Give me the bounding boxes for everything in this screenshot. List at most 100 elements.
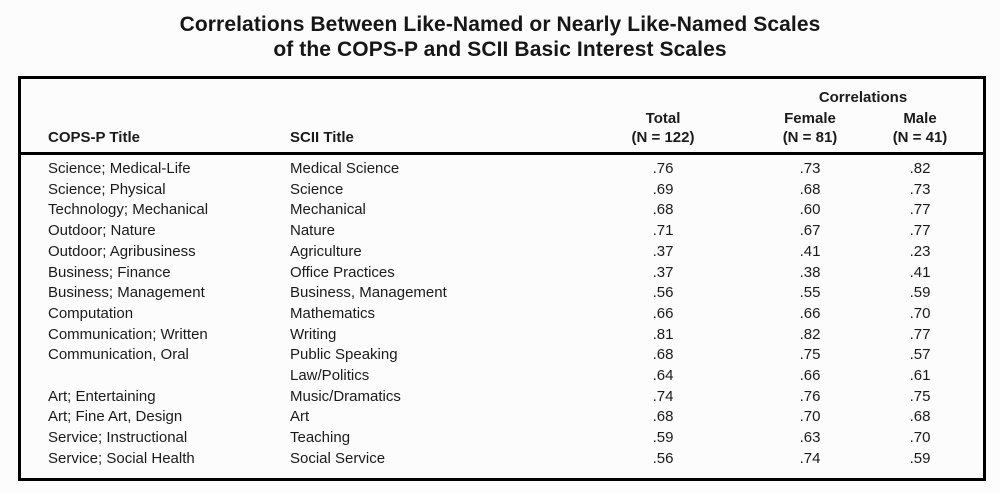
cell-male-correlation: .82 <box>909 160 931 177</box>
table-title-line2: of the COPS-P and SCII Basic Interest Sc… <box>273 38 727 61</box>
cell-female-correlation: .70 <box>799 408 821 426</box>
table-row: Science; Medical-Life Medical Science .76.… <box>21 159 983 180</box>
cell-scii-title: Art <box>290 408 310 426</box>
cell-male-correlation: .41 <box>909 263 931 281</box>
cell-scii-title: Law/Politics <box>290 367 370 385</box>
cell-male-correlation: .61 <box>909 367 931 385</box>
cell-cops-p-title: Business; Management <box>48 284 205 302</box>
cell-total-correlation: .74 <box>652 387 674 405</box>
cell-female-correlation: .38 <box>799 263 821 281</box>
column-header-scii-title: SCII Title <box>290 129 354 146</box>
column-header-female: Female (N = 81) <box>763 109 857 147</box>
cell-scii-title: Agriculture <box>290 242 362 260</box>
column-header-male: Male (N = 41) <box>857 109 983 147</box>
table-row: Law/Politics .64 .66 .61 <box>21 366 983 387</box>
cell-male-correlation: .70 <box>909 304 931 322</box>
cell-cops-p-title: Service; Social Health <box>48 449 195 467</box>
cell-cops-p-title: Science; Medical-Life <box>48 160 191 177</box>
table-row: Communication; Written Writing .81 .82 .77 <box>21 325 983 346</box>
cell-total-correlation: .76 <box>652 160 674 177</box>
cell-male-correlation: .77 <box>909 325 931 343</box>
table-row: Service; Instructional Teaching .59 .63 .70 <box>21 428 983 449</box>
cell-total-correlation: .68 <box>652 346 674 364</box>
table-row: Art; Entertaining Music/Dramatics .74 .76 .7… <box>21 387 983 408</box>
cell-female-correlation: .68 <box>799 180 821 198</box>
cell-female-correlation: .75 <box>799 346 821 364</box>
table-row: Computation Mathematics .66 .66 .70 <box>21 304 983 325</box>
cell-female-correlation: .55 <box>799 284 821 302</box>
cell-female-correlation: .76 <box>799 387 821 405</box>
cell-scii-title: Writing <box>290 325 337 343</box>
cell-total-correlation: .68 <box>652 408 674 426</box>
cell-male-correlation: .75 <box>909 387 931 405</box>
cell-female-correlation: .67 <box>799 222 821 240</box>
cell-female-correlation: .74 <box>799 449 821 467</box>
cell-total-correlation: .68 <box>652 201 674 219</box>
cell-scii-title: Science <box>290 180 344 198</box>
cell-scii-title: Teaching <box>290 429 351 447</box>
column-header-total-n: (N = 122) <box>631 129 695 146</box>
cell-cops-p-title: Art; Fine Art, Design <box>48 408 183 426</box>
cell-total-correlation: .71 <box>652 222 674 240</box>
cell-cops-p-title <box>21 366 290 387</box>
cell-total-correlation: .64 <box>652 367 674 385</box>
cell-male-correlation: .73 <box>909 180 931 198</box>
table-title-line1: Correlations Between Like-Named or Nearl… <box>179 13 821 36</box>
cell-scii-title: Nature <box>290 222 336 240</box>
cell-male-correlation: .57 <box>909 346 931 364</box>
cell-scii-title: Social Service <box>290 449 386 467</box>
correlations-table: Correlations COPS-P Title SCII Title Tot… <box>18 76 986 481</box>
group-header-correlations: Correlations <box>818 89 908 106</box>
table-row: Business; Finance Office Practices .37 .38.… <box>21 263 983 284</box>
column-header-male-n: (N = 41) <box>892 129 948 146</box>
cell-male-correlation: .59 <box>909 284 931 302</box>
table-row: Art; Fine Art, Design Art .68 .70 .68 <box>21 407 983 428</box>
table-title: Correlations Between Like-Named or Nearl… <box>0 0 1000 62</box>
cell-scii-title: Music/Dramatics <box>290 387 401 405</box>
cell-cops-p-title: Computation <box>48 304 134 322</box>
cell-female-correlation: .63 <box>799 429 821 447</box>
cell-total-correlation: .56 <box>652 284 674 302</box>
cell-scii-title: Medical Science <box>290 160 400 177</box>
table-row: Business; Management Business, Management… <box>21 283 983 304</box>
cell-cops-p-title: Outdoor; Agribusiness <box>48 242 196 260</box>
cell-total-correlation: .66 <box>652 304 674 322</box>
column-header-male-label: Male <box>903 110 937 127</box>
cell-male-correlation: .77 <box>909 201 931 219</box>
cell-female-correlation: .73 <box>799 160 821 177</box>
cell-total-correlation: .37 <box>652 263 674 281</box>
cell-cops-p-title: Communication, Oral <box>48 346 189 364</box>
cell-scii-title: Office Practices <box>290 263 395 281</box>
cell-cops-p-title: Technology; Mechanical <box>48 201 209 219</box>
table-row: Science; Physical Science .69 .68 .73 <box>21 180 983 201</box>
cell-female-correlation: .41 <box>799 242 821 260</box>
cell-cops-p-title: Science; Physical <box>48 180 166 198</box>
cell-cops-p-title: Business; Finance <box>48 263 171 281</box>
cell-cops-p-title: Service; Instructional <box>48 429 188 447</box>
cell-female-correlation: .82 <box>799 325 821 343</box>
cell-female-correlation: .66 <box>799 367 821 385</box>
cell-scii-title: Public Speaking <box>290 346 398 364</box>
cell-male-correlation: .59 <box>909 449 931 467</box>
cell-scii-title: Mechanical <box>290 201 366 219</box>
column-header-total-label: Total <box>645 110 681 127</box>
cell-scii-title: Mathematics <box>290 304 376 322</box>
table-row: Communication, Oral Public Speaking .68 .75… <box>21 345 983 366</box>
cell-total-correlation: .37 <box>652 242 674 260</box>
cell-male-correlation: .70 <box>909 429 931 447</box>
table-row: Technology; Mechanical Mechanical .68 .60 .7… <box>21 200 983 221</box>
column-header-female-label: Female <box>784 110 836 127</box>
cell-total-correlation: .81 <box>652 325 674 343</box>
cell-cops-p-title: Art; Entertaining <box>48 387 156 405</box>
cell-total-correlation: .59 <box>652 429 674 447</box>
table-row: Service; Social Health Social Service .56.… <box>21 449 983 470</box>
cell-male-correlation: .77 <box>909 222 931 240</box>
table-header: Correlations COPS-P Title SCII Title Tot… <box>21 79 983 155</box>
cell-male-correlation: .23 <box>909 242 931 260</box>
cell-male-correlation: .68 <box>909 408 931 426</box>
column-header-total: Total (N = 122) <box>563 109 763 147</box>
column-header-cops-p-title: COPS-P Title <box>48 129 140 146</box>
table-row: Outdoor; Agribusiness Agriculture .37 .41 .2… <box>21 242 983 263</box>
cell-cops-p-title: Outdoor; Nature <box>48 222 156 240</box>
